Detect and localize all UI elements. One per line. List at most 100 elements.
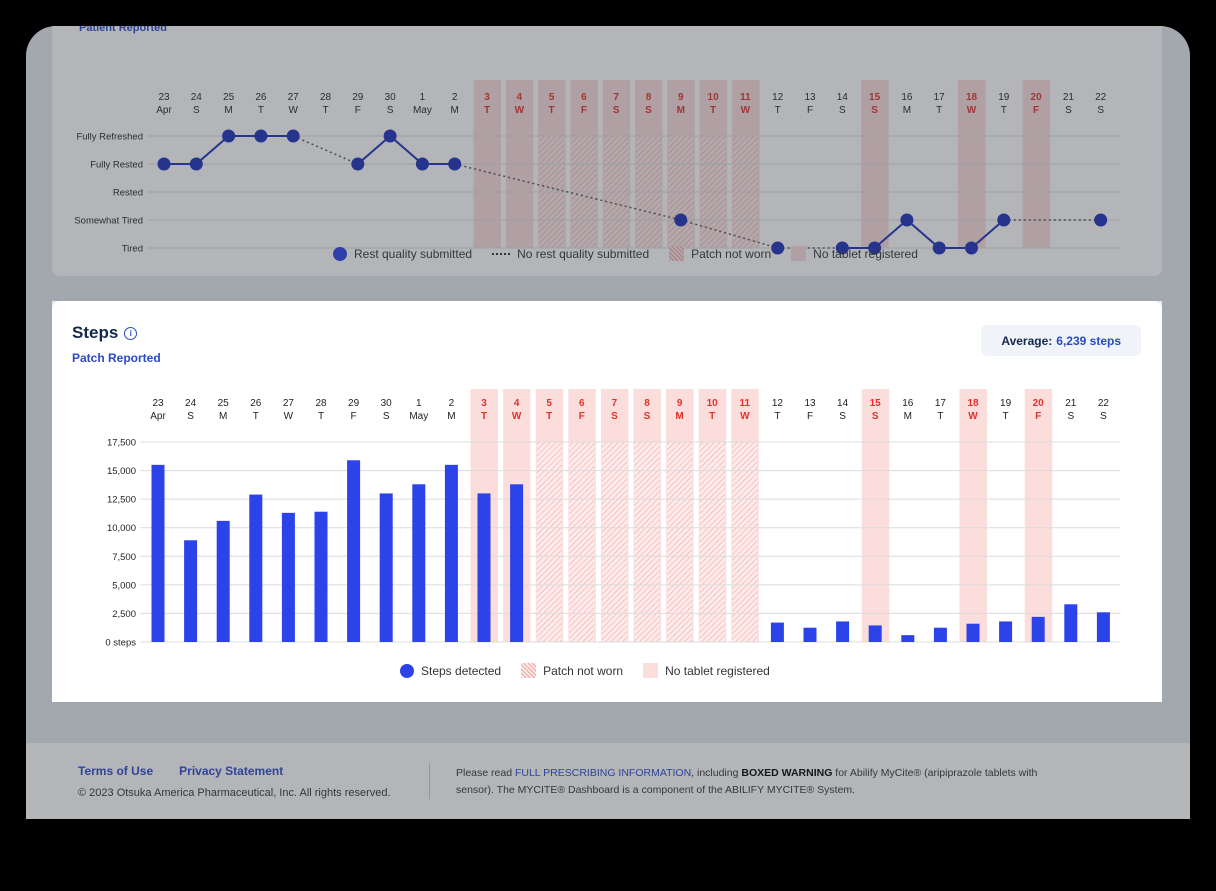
steps-bar [249,494,263,642]
patch-not-worn-band [634,442,660,642]
steps-chart: 0 steps 2,500 5,000 7,500 10,000 12,500 15,000… [105,389,1120,649]
dim-overlay-right [1162,301,1190,702]
patch-not-worn-band [536,442,562,642]
x-tick-weekday: S [1100,411,1107,422]
x-tick-day: 16 [901,92,913,103]
x-tick-day: 14 [837,92,849,103]
x-tick-weekday: T [318,411,324,422]
steps-bar [510,484,524,642]
x-tick-weekday: S [1097,105,1104,116]
x-tick-day: 4 [517,92,523,103]
x-tick-day: 21 [1063,92,1075,103]
rest-point [448,157,462,171]
steps-bar [347,460,361,642]
steps-bar [868,625,882,642]
x-tick-day: 13 [804,92,816,103]
rest-point [997,213,1011,227]
x-tick-weekday: M [224,105,232,116]
y-tick-label: 12,500 [107,495,136,506]
steps-bar [999,621,1013,642]
x-tick-day: 15 [870,398,882,409]
rest-level-label: Fully Rested [90,160,143,171]
rest-missing-segment [680,219,778,249]
x-tick-weekday: T [1001,105,1007,116]
patch-not-worn-band [569,442,595,642]
patch-not-worn-band [667,442,693,642]
x-tick-weekday: W [288,105,298,116]
steps-bar [901,635,915,642]
x-tick-weekday: T [484,105,490,116]
x-tick-weekday: F [355,105,361,116]
x-tick-weekday: F [581,105,587,116]
x-tick-weekday: F [807,411,813,422]
terms-of-use-link[interactable]: Terms of Use [78,764,154,778]
x-tick-day: 28 [315,398,327,409]
legend-steps-patch: Patch not worn [521,663,623,678]
legend-hatch-icon [669,246,685,261]
x-tick-weekday: T [774,411,780,422]
x-tick-day: 12 [772,398,784,409]
rest-point [254,129,268,143]
x-tick-weekday: W [967,105,977,116]
rest-quality-chart: Fully Refreshed Fully Rested Rested Somewha… [74,80,1120,255]
x-tick-day: 1 [420,92,426,103]
x-tick-day: 29 [348,398,360,409]
rest-point [835,241,849,255]
dim-overlay-left [26,301,52,702]
x-tick-day: 16 [902,398,914,409]
privacy-statement-link[interactable]: Privacy Statement [179,764,284,778]
rest-point [383,129,397,143]
x-tick-day: 30 [385,92,397,103]
x-tick-day: 3 [481,398,487,409]
legend-dotted-line-icon [492,252,511,255]
x-tick-day: 12 [772,92,784,103]
legend-dot-icon [400,663,414,678]
dashboard-screen: Patient Reported Fully Refreshed Fully Re… [26,26,1190,819]
x-tick-day: 27 [283,398,295,409]
x-tick-weekday: W [284,411,294,422]
rest-quality-card: Patient Reported Fully Refreshed Fully Re… [52,26,1162,276]
x-tick-day: 10 [708,92,720,103]
x-tick-day: 10 [707,398,719,409]
prescribing-info-link[interactable]: FULL PRESCRIBING INFORMATION [514,767,692,779]
x-tick-weekday: M [677,105,685,116]
steps-bar [281,512,295,642]
legend-tablet-icon [791,246,807,261]
no-tablet-band [959,389,987,642]
steps-bar [966,623,980,642]
x-tick-weekday: W [515,105,525,116]
x-tick-day: 22 [1098,398,1110,409]
x-tick-weekday: W [512,411,522,422]
legend-steps-detected: Steps detected [400,663,501,678]
x-tick-day: 30 [381,398,393,409]
x-tick-day: 27 [288,92,300,103]
steps-legend: Steps detected Patch not worn No tablet … [400,663,770,678]
x-tick-weekday: T [253,411,259,422]
rest-level-label: Somewhat Tired [74,216,143,227]
x-tick-weekday: M [904,411,912,422]
x-tick-day: 18 [966,92,978,103]
info-icon[interactable]: i [124,326,138,340]
x-tick-day: 20 [1033,398,1045,409]
rest-line-segment [873,219,908,249]
x-tick-day: 1 [416,398,422,409]
rest-point [351,157,365,171]
x-tick-day: 19 [1000,398,1012,409]
rest-subtitle: Patient Reported [79,26,168,34]
x-tick-weekday: May [409,411,428,422]
x-tick-weekday: M [219,411,227,422]
steps-bar [184,540,198,642]
x-tick-weekday: S [645,105,652,116]
steps-bar [933,627,947,642]
rest-point [674,213,688,227]
x-tick-weekday: T [937,411,943,422]
x-tick-day: 25 [223,92,235,103]
legend-dot-icon [333,246,347,261]
rest-missing-segment [292,135,359,165]
x-tick-weekday: S [839,105,846,116]
rest-point [157,157,171,171]
x-tick-weekday: Apr [150,411,166,422]
no-tablet-band [1024,389,1053,642]
x-tick-day: 3 [484,92,490,103]
steps-bar [770,622,784,642]
